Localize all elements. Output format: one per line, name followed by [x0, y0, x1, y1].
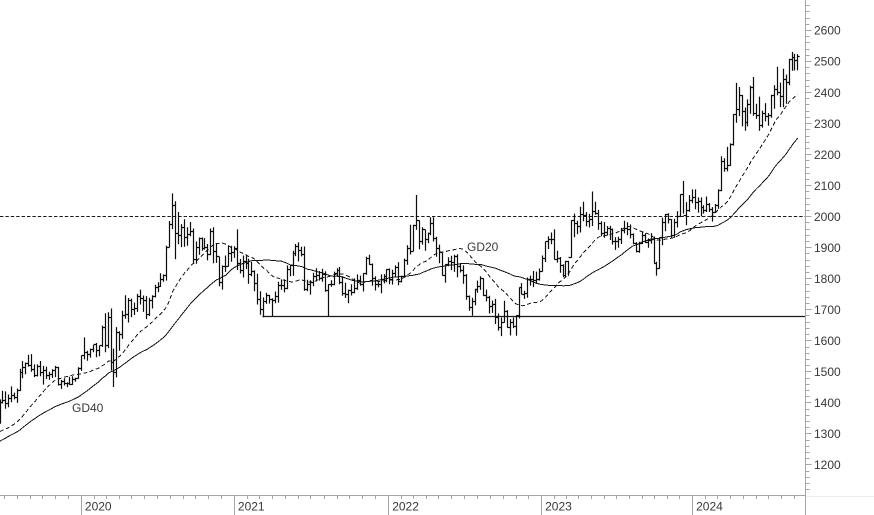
svg-text:GD20: GD20 [467, 240, 499, 254]
svg-text:2000: 2000 [814, 210, 841, 224]
svg-text:1700: 1700 [814, 303, 841, 317]
svg-text:2020: 2020 [85, 500, 112, 514]
svg-text:GD40: GD40 [72, 401, 104, 415]
svg-text:2500: 2500 [814, 55, 841, 69]
svg-text:1800: 1800 [814, 272, 841, 286]
svg-text:1900: 1900 [814, 241, 841, 255]
svg-text:2023: 2023 [545, 500, 572, 514]
svg-text:1500: 1500 [814, 365, 841, 379]
svg-text:2021: 2021 [238, 500, 265, 514]
svg-text:1200: 1200 [814, 458, 841, 472]
svg-text:2100: 2100 [814, 179, 841, 193]
svg-text:2300: 2300 [814, 117, 841, 131]
svg-text:2600: 2600 [814, 24, 841, 38]
svg-text:2022: 2022 [392, 500, 419, 514]
svg-text:1600: 1600 [814, 334, 841, 348]
svg-text:2400: 2400 [814, 86, 841, 100]
svg-text:1400: 1400 [814, 396, 841, 410]
svg-text:2200: 2200 [814, 148, 841, 162]
svg-text:2024: 2024 [696, 500, 723, 514]
svg-text:1300: 1300 [814, 427, 841, 441]
